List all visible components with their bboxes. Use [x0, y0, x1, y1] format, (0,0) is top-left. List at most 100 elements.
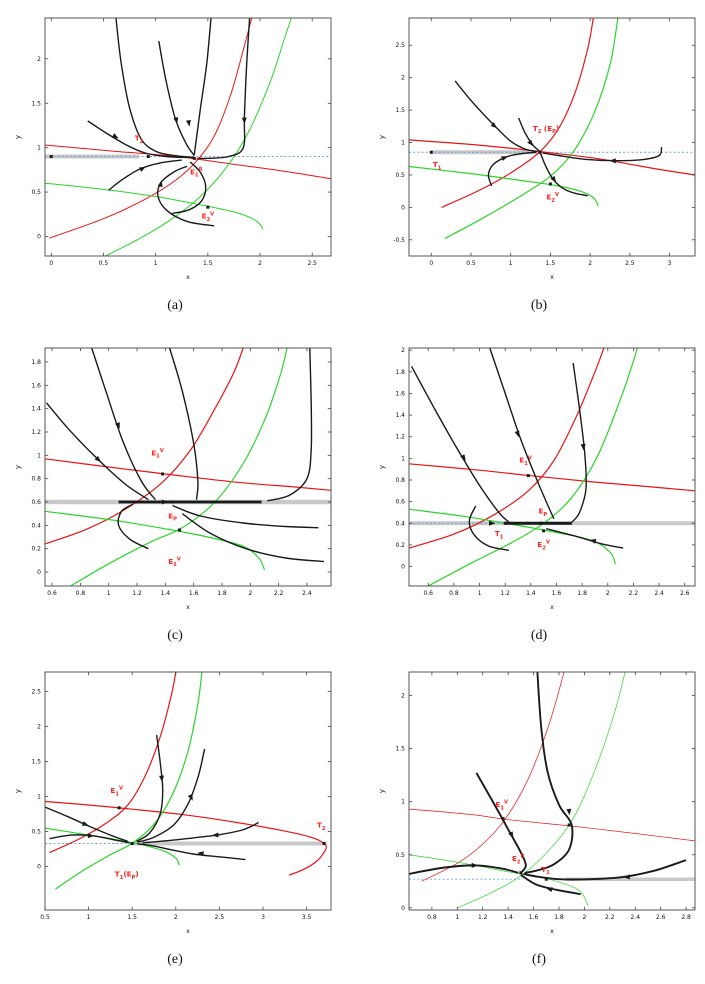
flow-arrow — [623, 874, 630, 880]
y-tick-label: 0 — [401, 905, 405, 912]
curve-green-decreasing-nullcline — [44, 510, 266, 570]
y-tick-label: -0.5 — [393, 237, 405, 244]
x-tick-label: 0.8 — [449, 590, 459, 597]
flow-arrow — [159, 775, 165, 783]
curve-trajectory-5 — [520, 874, 581, 896]
y-tick-label: 0 — [401, 564, 405, 571]
flow-arrow — [580, 443, 586, 451]
flow-arrow — [501, 156, 508, 161]
x-tick-label: 1.2 — [478, 914, 488, 921]
y-tick-label: 1.2 — [395, 434, 405, 441]
curve-red-increasing-nullcline — [49, 17, 253, 239]
flow-arrow — [490, 122, 498, 129]
y-tick-label: 1.5 — [395, 107, 405, 114]
y-tick-label: 2 — [401, 75, 405, 82]
x-axis-label: x — [186, 604, 190, 611]
flow-arrow — [81, 821, 89, 826]
x-tick-label: 3 — [668, 260, 672, 267]
flow-arrow — [508, 831, 514, 839]
x-tick-label: 2.4 — [630, 914, 640, 921]
y-tick-label: 2 — [401, 347, 405, 354]
flow-arrow — [471, 862, 479, 868]
x-tick-label: 1.8 — [554, 914, 564, 921]
annotation-label: T1 — [433, 160, 442, 171]
flow-arrow — [161, 499, 169, 505]
annotation-label: E2V — [537, 540, 550, 552]
annotation-label: E1V — [495, 800, 508, 812]
y-tick-label: 1 — [37, 794, 41, 801]
flow-arrow — [173, 117, 179, 124]
x-tick-label: 1.5 — [127, 914, 137, 921]
y-tick-label: 1.4 — [31, 406, 41, 413]
x-tick-label: 2 — [258, 260, 262, 267]
curve-trajectory-2 — [475, 772, 527, 874]
caption-a: (a) — [167, 298, 183, 313]
plot-svg-e: 0.5 1 1.5 2 2.5 3 3.5 0 0.5 1 1.5 2 2.5 x y E1V T1(EP) T2 — [9, 666, 341, 940]
curve-red-increasing-nullcline — [49, 671, 177, 854]
x-tick-label: 2.6 — [680, 590, 690, 597]
y-tick-label: 2 — [37, 56, 41, 63]
equilibrium-marker — [49, 155, 53, 159]
x-tick-label: 1.5 — [546, 260, 556, 267]
y-tick-label: 0 — [37, 569, 41, 576]
annotation-label: EP — [168, 511, 177, 522]
y-tick-label: 1.5 — [31, 759, 41, 766]
y-tick-label: 0.5 — [31, 189, 41, 196]
curve-green-decreasing-nullcline — [408, 165, 599, 207]
x-tick-label: 1.8 — [577, 590, 587, 597]
x-tick-label: 2 — [174, 914, 178, 921]
curve-green-decreasing-nullcline — [408, 508, 617, 565]
equilibrium-marker — [117, 806, 121, 810]
annotation-label: T1 — [541, 865, 550, 876]
phase-portrait-panel-e: 0.5 1 1.5 2 2.5 3 3.5 0 0.5 1 1.5 2 2.5 x y E1V T1(EP) T2… — [9, 666, 341, 968]
equilibrium-marker — [539, 521, 543, 525]
equilibrium-marker — [544, 877, 548, 881]
x-tick-label: 3 — [261, 914, 265, 921]
y-tick-label: 0.5 — [31, 829, 41, 836]
x-tick-label: 2.2 — [274, 590, 284, 597]
y-tick-label: 1.8 — [395, 369, 405, 376]
equilibrium-marker — [322, 842, 326, 845]
plot-svg-c: 0.6 0.8 1 1.2 1.4 1.6 1.8 2 2.2 2.4 0 0.2 0.4 0.6 0.8 1… — [9, 342, 341, 616]
annotation-label: E2R — [512, 854, 525, 866]
x-tick-label: 2.2 — [605, 914, 615, 921]
curve-trajectory-1 — [524, 671, 574, 874]
curve-trajectory-4 — [197, 17, 251, 160]
curve-trajectory-4 — [267, 347, 313, 502]
x-tick-label: 2 — [588, 260, 592, 267]
plot-frame — [408, 671, 696, 911]
annotation-label: E2V — [202, 211, 215, 223]
flow-arrow — [111, 133, 119, 139]
equilibrium-marker — [519, 871, 523, 875]
x-tick-label: 0.5 — [40, 914, 50, 921]
x-tick-label: 0.5 — [99, 260, 109, 267]
curve-trajectory-2 — [168, 347, 199, 500]
y-tick-label: 0.5 — [395, 172, 405, 179]
plot-frame — [44, 347, 332, 587]
curve-green-decreasing-nullcline — [44, 182, 264, 230]
equilibrium-marker — [538, 150, 542, 154]
y-tick-label: 2 — [401, 692, 405, 699]
y-axis-label: y — [14, 135, 22, 139]
curve-trajectory-1 — [136, 734, 164, 843]
flow-arrow — [187, 793, 193, 801]
x-tick-label: 1.2 — [500, 590, 510, 597]
x-tick-label: 1.6 — [189, 590, 199, 597]
plot-svg-d: 0.6 0.8 1 1.2 1.4 1.6 1.8 2 2.2 2.4 2.6 0 0.2 0.4 0.6 0… — [373, 342, 705, 616]
x-tick-label: 2.4 — [302, 590, 312, 597]
x-tick-label: 2 — [606, 590, 610, 597]
curve-red-increasing-nullcline — [44, 347, 244, 545]
equilibrium-marker — [548, 182, 552, 186]
y-tick-label: 1.5 — [31, 100, 41, 107]
flow-arrow — [545, 887, 553, 893]
curve-red-increasing-nullcline — [408, 347, 605, 549]
equilibrium-marker — [542, 529, 546, 533]
plot-svg-b: 0 0.5 1 1.5 2 2.5 3 -0.5 0 0.5 1 1.5 2 2.5 x y T2 (EP) T1… — [373, 12, 705, 286]
y-tick-label: 1 — [401, 799, 405, 806]
curve-trajectory-1 — [454, 80, 538, 153]
flow-arrow — [609, 158, 616, 164]
flow-arrow — [550, 175, 557, 183]
caption-f: (f) — [532, 952, 546, 967]
curve-green-decreasing-nullcline — [408, 854, 589, 906]
y-axis-label: y — [14, 789, 22, 793]
